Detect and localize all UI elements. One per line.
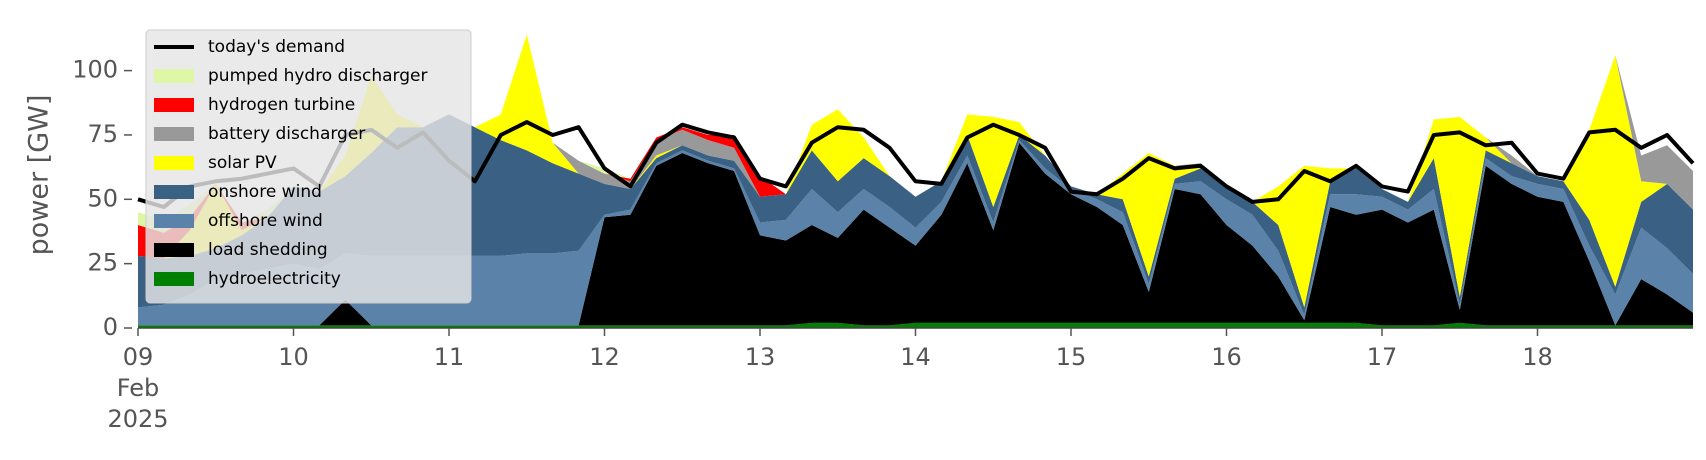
y-tick-label: 25 [87, 249, 118, 277]
legend-label: pumped hydro discharger [208, 66, 427, 86]
plot-area [137, 34, 1695, 328]
y-tick-label: 0 [103, 313, 118, 341]
legend-swatch [154, 214, 194, 228]
area [138, 114, 1693, 316]
y-tick-label: 75 [87, 120, 118, 148]
area [138, 322, 1693, 328]
legend-swatch [154, 185, 194, 199]
x-tick-label: 17 [1367, 343, 1398, 371]
x-tick-label: 10 [278, 343, 309, 371]
y-tick-label: 100 [72, 56, 118, 84]
legend-label: solar PV [208, 153, 277, 173]
legend-swatch [154, 98, 194, 112]
legend-label: onshore wind [208, 182, 322, 202]
x-tick-label: 11 [434, 343, 465, 371]
legend-label: offshore wind [208, 211, 323, 231]
legend-swatch [154, 156, 194, 170]
legend-swatch [154, 243, 194, 257]
legend-box [145, 29, 472, 304]
legend: today's demand pumped hydro discharger hyd… [145, 29, 472, 304]
legend-swatch [154, 272, 194, 286]
area [138, 142, 1693, 326]
x-tick-label: 18 [1522, 343, 1553, 371]
x-tick-label: 14 [900, 343, 931, 371]
x-tick-label: 13 [745, 343, 776, 371]
legend-label: load shedding [208, 240, 328, 260]
legend-swatch [154, 69, 194, 83]
legend-label: today's demand [208, 37, 345, 57]
x-tick-label: 12 [589, 343, 620, 371]
x-tick-label: 09 Feb 2025 [107, 343, 168, 433]
legend-swatch [154, 127, 194, 141]
legend-label: hydroelectricity [208, 269, 341, 289]
y-axis-label: power [GW] [24, 95, 55, 256]
x-tick-label: 15 [1056, 343, 1087, 371]
area [138, 140, 1693, 326]
x-tick-label: 16 [1211, 343, 1242, 371]
legend-label: battery discharger [208, 124, 365, 144]
area [138, 34, 1693, 308]
legend-label: hydrogen turbine [208, 95, 355, 115]
y-tick-label: 50 [87, 184, 118, 212]
